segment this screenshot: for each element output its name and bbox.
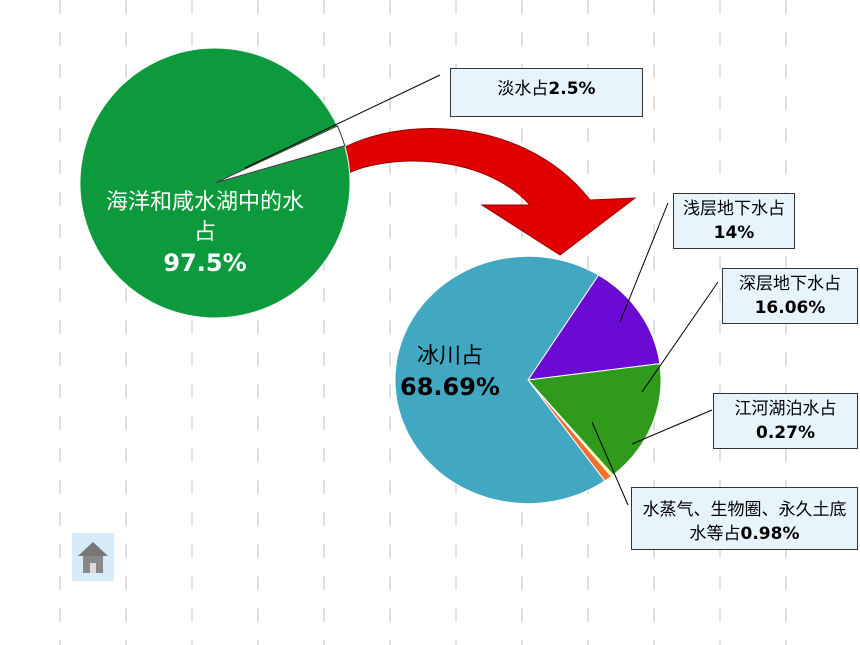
category-label: 海洋和咸水湖中的水占 bbox=[105, 190, 304, 245]
category-label: 浅层地下水占 bbox=[683, 199, 785, 219]
value-label: 68.69% bbox=[400, 373, 500, 401]
value-label: 0.27% bbox=[756, 423, 815, 443]
value-label: 97.5% bbox=[163, 249, 247, 277]
category-label: 江河湖泊水占 bbox=[734, 399, 837, 419]
value-label: 16.06% bbox=[754, 298, 826, 318]
slice-label: 冰川占 68.69% bbox=[385, 342, 515, 402]
category-label: 深层地下水占 bbox=[739, 274, 841, 294]
pie-slice bbox=[394, 255, 606, 505]
arrow bbox=[324, 128, 637, 256]
category-label: 淡水占 bbox=[497, 79, 549, 99]
category-label: 水蒸气、生物圈、永久土底水等占 bbox=[642, 500, 847, 544]
value-label: 2.5% bbox=[548, 79, 596, 99]
category-label: 冰川占 bbox=[416, 344, 483, 369]
slice-label: 海洋和咸水湖中的水占 97.5% bbox=[105, 188, 305, 278]
slice-label: 深层地下水占 16.06% bbox=[722, 268, 858, 324]
value-label: 0.98% bbox=[740, 524, 800, 544]
value-label: 14% bbox=[713, 223, 755, 243]
leader-lines bbox=[244, 74, 719, 506]
slice-label: 水蒸气、生物圈、永久土底水等占0.98% bbox=[631, 487, 858, 550]
slice-label: 江河湖泊水占 0.27% bbox=[713, 393, 858, 449]
home-button[interactable] bbox=[72, 533, 114, 581]
pie-slice bbox=[214, 125, 346, 184]
slice-label: 淡水占2.5% bbox=[450, 68, 643, 117]
pie-slice bbox=[526, 274, 661, 381]
slice-label: 浅层地下水占 14% bbox=[673, 193, 795, 249]
pie-slice bbox=[526, 363, 662, 476]
